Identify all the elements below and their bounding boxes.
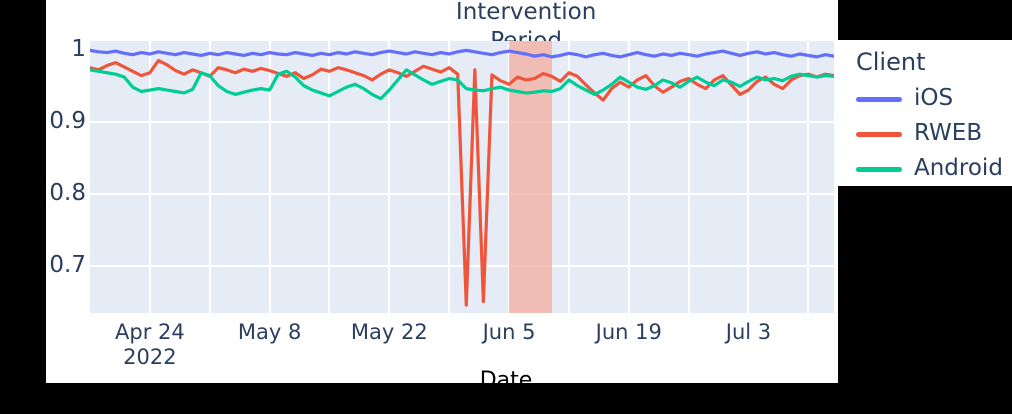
y-axis-tick-label: 1: [71, 35, 86, 62]
gridline-vertical: [388, 41, 391, 313]
legend-swatch-icon: [856, 132, 902, 137]
legend-label: Android: [914, 155, 1003, 181]
x-tick-text: Jun 19: [595, 320, 662, 344]
x-axis-tick-label: Apr 24 2022: [115, 320, 185, 370]
legend-swatch-icon: [856, 97, 902, 102]
legend-title: Client: [856, 48, 926, 76]
gridline-vertical: [747, 41, 750, 313]
legend-panel-background: [838, 40, 1012, 186]
gridline-vertical: [328, 41, 331, 313]
x-tick-text: Jun 5: [482, 320, 536, 344]
gridline-vertical: [448, 41, 451, 313]
x-axis-tick-label: Jun 5: [483, 320, 536, 345]
gridline-vertical: [807, 41, 810, 313]
intervention-period-shaded-band: [509, 41, 552, 313]
legend: Client iOS RWEB Android: [838, 40, 1012, 186]
y-axis-tick-label: 0.9: [49, 107, 86, 134]
annotation-line-1: Intervention: [455, 0, 597, 25]
gridline-vertical: [627, 41, 630, 313]
x-axis-tick-label: May 22: [351, 320, 428, 345]
x-axis-tick-label: Jul 3: [726, 320, 771, 345]
x-tick-text: Apr 24: [114, 320, 185, 344]
x-tick-year: 2022: [123, 345, 177, 369]
gridline-vertical: [268, 41, 271, 313]
legend-swatch-icon: [856, 167, 902, 172]
gridline-vertical: [687, 41, 690, 313]
legend-label: iOS: [914, 85, 954, 111]
gridline-vertical: [208, 41, 211, 313]
plot-area: [90, 41, 834, 313]
gridline-vertical: [148, 41, 151, 313]
x-tick-text: Jul 3: [725, 320, 772, 344]
x-tick-text: May 22: [350, 320, 428, 344]
series-line-rweb: [90, 58, 834, 307]
gridline-horizontal: [90, 120, 834, 123]
x-axis-title: Date: [479, 368, 533, 393]
gridline-vertical: [567, 41, 570, 313]
legend-label: RWEB: [914, 120, 983, 146]
gridline-horizontal: [90, 265, 834, 268]
series-line-ios: [90, 48, 834, 59]
x-axis-tick-label: May 8: [238, 320, 301, 345]
y-axis-tick-label: 0.7: [49, 252, 86, 279]
x-tick-text: May 8: [237, 320, 302, 344]
series-line-android: [90, 68, 834, 101]
x-axis-tick-label: Jun 19: [596, 320, 662, 345]
y-axis-tick-label: 0.8: [49, 179, 86, 206]
series-lines: [90, 48, 834, 307]
